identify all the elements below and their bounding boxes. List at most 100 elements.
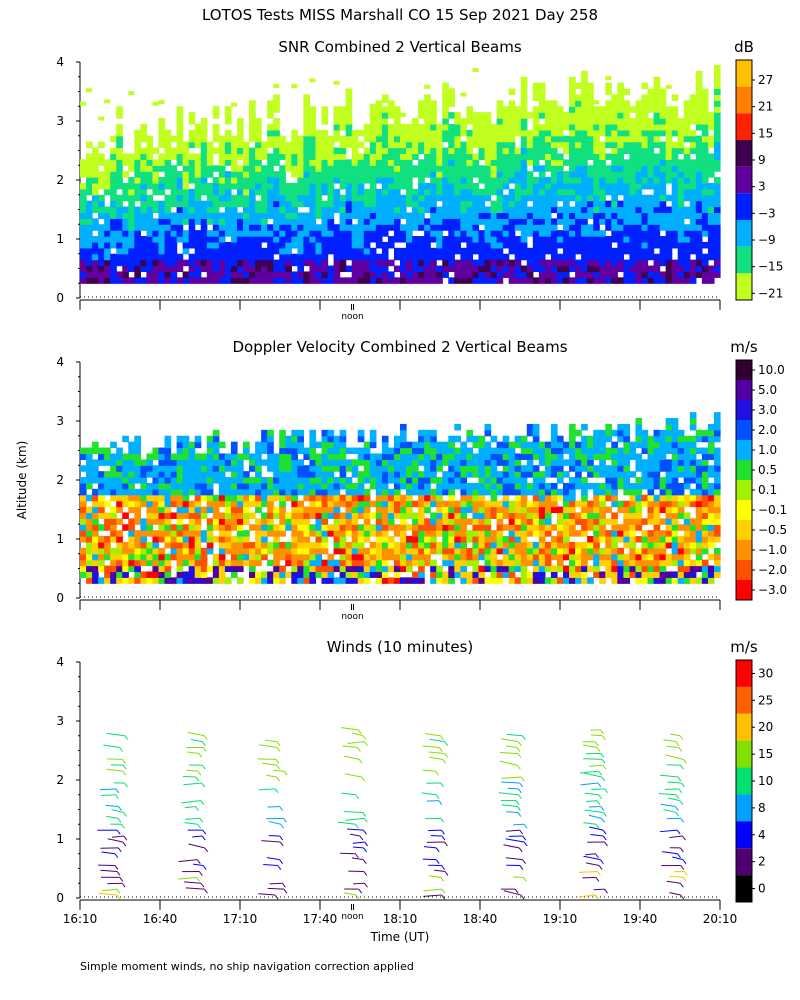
doppler-cell [267,477,274,484]
doppler-cell [575,441,582,449]
snr-cell [683,165,691,172]
snr-cell [285,182,292,190]
snr-cell [146,241,154,249]
snr-cell [158,241,166,249]
snr-cell [236,212,244,219]
snr-cell [587,182,594,190]
doppler-cell [478,453,486,460]
doppler-cell [472,482,480,490]
colorbar-label: 0.5 [758,463,777,477]
snr-cell [520,100,528,107]
doppler-cell [544,447,552,455]
snr-cell [128,194,135,202]
snr-cell [593,188,600,196]
snr-cell [653,123,661,131]
snr-cell [490,236,498,243]
doppler-cell [424,459,431,466]
snr-cell [381,112,389,119]
snr-cell [701,194,709,202]
snr-cell [659,247,667,255]
snr-cell [508,112,516,119]
doppler-cell [279,571,286,578]
snr-cell [593,230,600,237]
doppler-cell [400,565,407,573]
snr-cell [611,118,618,125]
snr-cell [303,106,311,113]
snr-cell [520,212,528,219]
snr-cell [321,177,329,184]
doppler-cell [279,506,286,514]
snr-cell [249,212,256,219]
snr-cell [442,118,449,125]
doppler-cell [526,571,534,578]
doppler-cell [496,541,504,549]
snr-cell [146,147,154,155]
snr-cell [369,230,377,237]
snr-cell [569,188,576,196]
doppler-cell [508,459,516,466]
doppler-cell [472,518,480,525]
snr-cell [671,271,679,278]
doppler-cell [375,488,383,496]
snr-cell [393,230,401,237]
snr-cell [520,265,528,273]
doppler-cell [611,429,618,437]
snr-cell [575,82,582,90]
snr-cell [297,165,304,172]
doppler-cell [249,459,256,466]
snr-cell [351,177,359,184]
snr-cell [116,153,123,160]
doppler-cell [569,547,576,555]
snr-cell [460,265,468,273]
snr-cell [206,271,214,278]
doppler-cell [550,506,558,514]
snr-cell [508,188,516,196]
snr-cell [436,171,443,178]
snr-cell [490,141,498,149]
snr-cell [653,277,661,284]
snr-cell [400,129,407,137]
doppler-cell [581,565,588,573]
snr-cell [339,159,347,166]
doppler-cell [303,471,311,478]
doppler-cell [134,453,141,460]
doppler-cell [605,482,612,490]
snr-cell [496,206,504,214]
snr-cell [581,253,588,261]
snr-cell [321,236,329,243]
doppler-cell [569,465,576,472]
doppler-cell [158,565,166,573]
doppler-cell [424,482,431,490]
snr-cell [581,129,588,137]
snr-cell [466,177,474,184]
snr-cell [412,259,419,267]
doppler-cell [110,524,117,531]
snr-cell [701,147,709,155]
snr-cell [86,188,93,196]
snr-cell [291,129,298,137]
snr-cell [140,129,148,137]
snr-cell [460,141,468,149]
colorbar-swatch [736,166,752,194]
snr-cell [122,277,129,284]
doppler-cell [291,518,298,525]
snr-cell [128,91,135,96]
doppler-cell [454,547,461,555]
doppler-cell [146,494,154,502]
snr-cell [538,129,546,137]
doppler-cell [206,465,214,472]
doppler-cell [611,541,618,549]
doppler-cell [617,477,624,484]
snr-cell [381,206,389,214]
snr-cell [569,106,576,113]
snr-cell [695,141,703,149]
doppler-cell [575,553,582,561]
doppler-cell [80,500,87,508]
snr-cell [206,171,214,178]
snr-cell [381,129,389,137]
snr-cell [683,171,691,178]
snr-cell [80,171,87,178]
doppler-cell [526,547,534,555]
snr-cell [116,112,123,119]
doppler-cell [587,547,594,555]
